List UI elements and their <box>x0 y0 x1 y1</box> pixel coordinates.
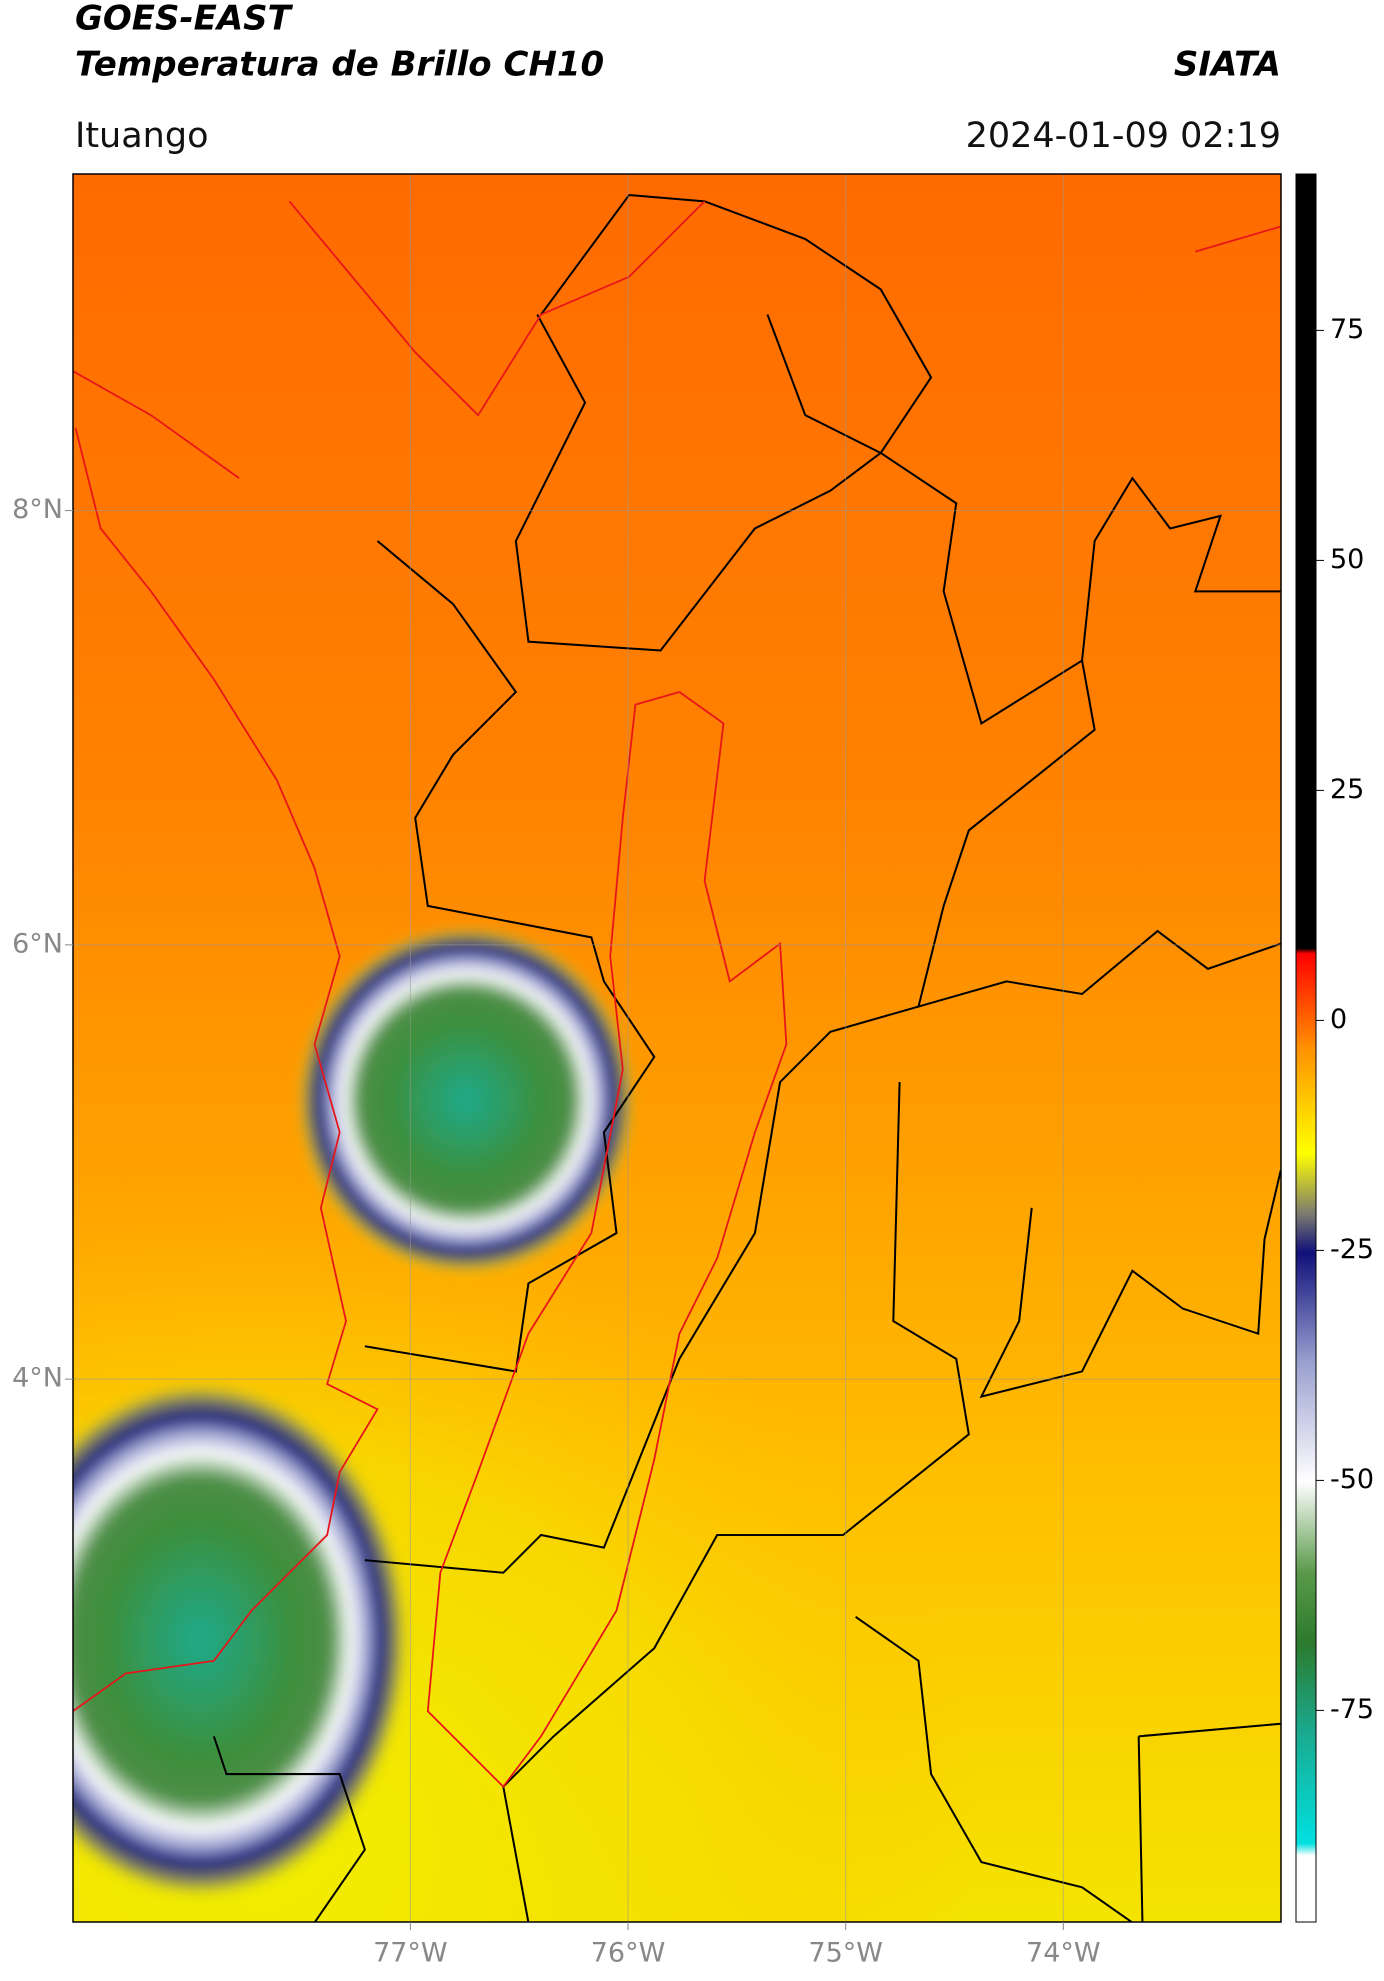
colorbar-tick-label: -50 <box>1330 1464 1374 1495</box>
colorbar-tick-label: -75 <box>1330 1694 1374 1725</box>
colorbar-tick-label: 25 <box>1330 774 1364 805</box>
colorbar-tick-label: 50 <box>1330 544 1364 575</box>
colorbar-tick-label: 75 <box>1330 314 1364 345</box>
map-image <box>73 174 1281 1922</box>
colorbar-tick-label: -25 <box>1330 1234 1374 1265</box>
title: GOES-EAST <box>75 0 294 39</box>
y-tick-label: 6°N <box>12 928 63 959</box>
x-tick-label: 74°W <box>1026 1938 1101 1969</box>
colorbar <box>1295 173 1317 1923</box>
colorbar-tick-label: 0 <box>1330 1004 1347 1035</box>
location: Ituango <box>75 116 209 156</box>
datetime: 2024-01-09 02:19 <box>966 116 1281 156</box>
y-tick-label: 8°N <box>12 494 63 525</box>
x-tick-label: 77°W <box>373 1938 448 1969</box>
subtitle: Temperatura de Brillo CH10 <box>75 45 604 85</box>
y-tick-label: 4°N <box>12 1363 63 1394</box>
x-tick-label: 75°W <box>808 1938 883 1969</box>
brand: SIATA <box>1174 45 1281 85</box>
grid <box>73 174 1281 1922</box>
x-tick-label: 76°W <box>591 1938 666 1969</box>
map-frame <box>72 173 1282 1923</box>
